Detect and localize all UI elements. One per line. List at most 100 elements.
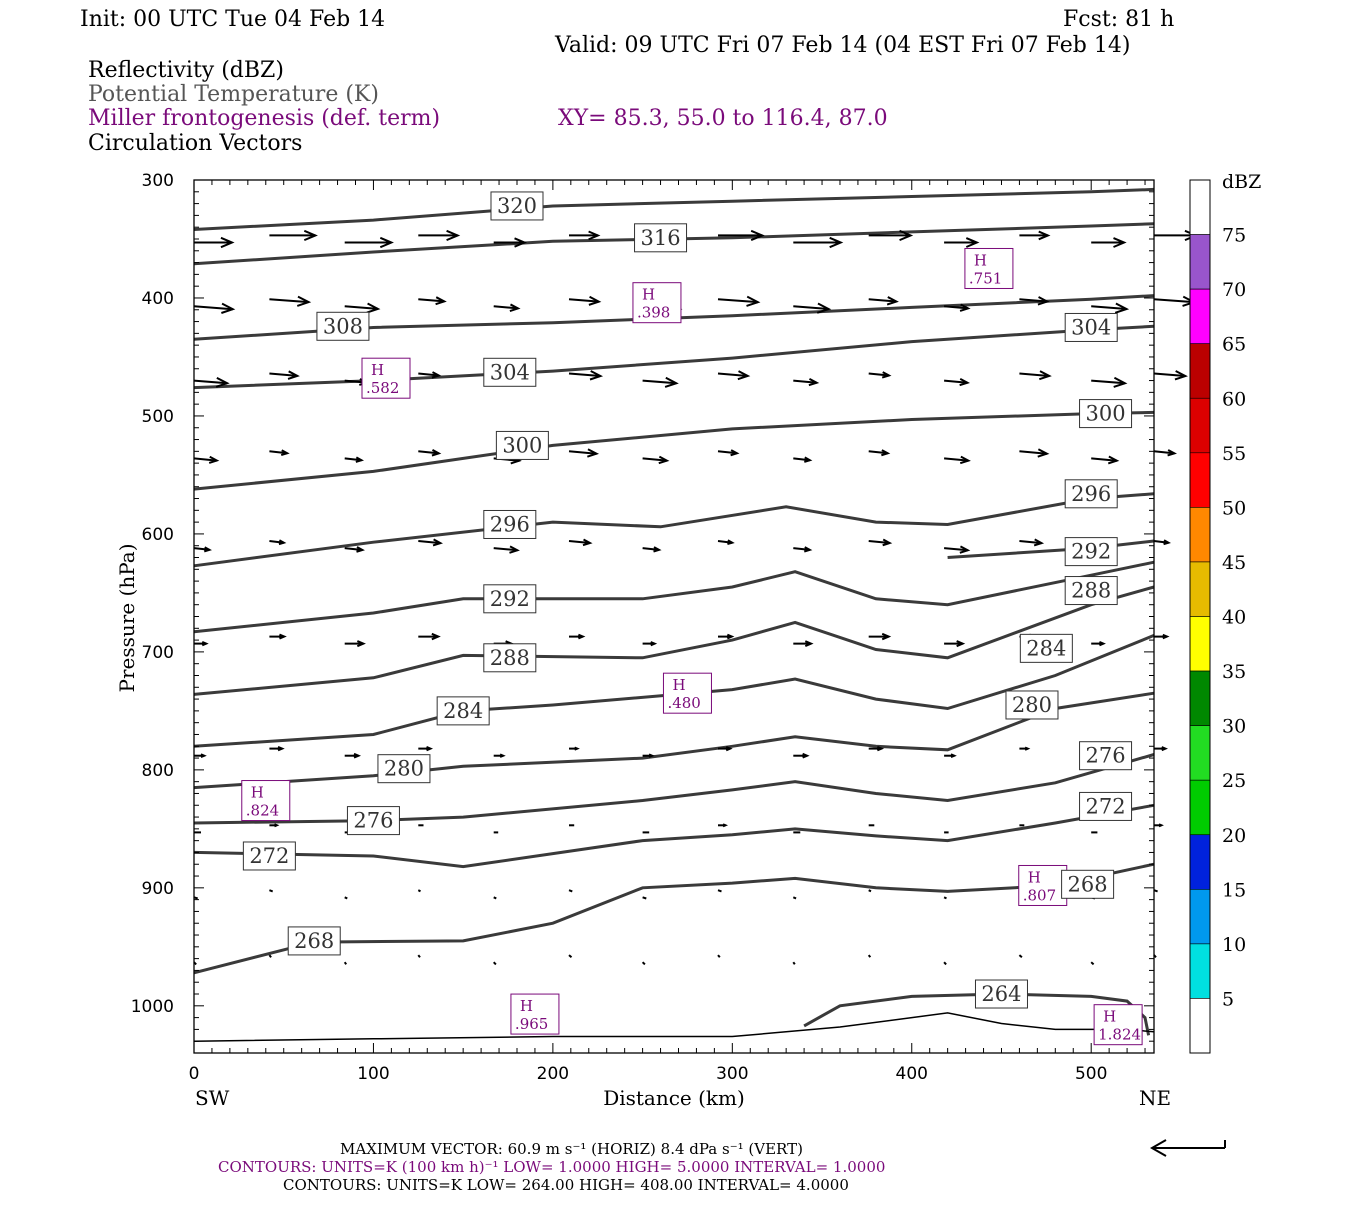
vector-arrow [717,539,735,546]
svg-text:.965: .965 [515,1015,548,1033]
vector-arrow [569,230,601,241]
fronto-max-2: H.582 [361,357,411,399]
y-tick-label: 500 [142,407,174,427]
fronto-max-0: H.751 [964,247,1014,289]
svg-text:292: 292 [1071,540,1111,564]
svg-text:320: 320 [497,194,537,218]
svg-text:268: 268 [1068,872,1108,896]
vector-arrow [868,632,892,641]
fronto-max-6: H.965 [510,993,560,1035]
colorbar-label: 70 [1222,279,1246,301]
svg-text:280: 280 [384,757,424,781]
svg-text:296: 296 [490,512,530,536]
vector-arrow [269,539,287,546]
vector-arrow [642,376,679,388]
vector-arrow [193,455,220,464]
vector-arrow [943,896,947,900]
vector-arrow [418,449,442,457]
vector-arrow [792,896,797,900]
vector-arrow [418,746,434,752]
theta-label-284-13: 284 [436,696,490,726]
vector-arrow [418,538,443,547]
theta-label-272-19: 272 [242,841,296,871]
max-vector-note: MAXIMUM VECTOR: 60.9 m s⁻¹ (HORIZ) 8.4 d… [340,1140,803,1158]
vector-arrow [717,449,740,457]
vector-arrow [568,954,573,959]
vector-arrow [944,455,971,465]
svg-text:280: 280 [1012,693,1052,717]
vector-arrow [1153,539,1171,546]
vector-arrow [1153,295,1197,307]
colorbar-label: 40 [1222,607,1246,629]
x-axis-title: Distance (km) [603,1086,745,1110]
vector-arrow [568,889,573,893]
reference-vector [1149,1139,1226,1157]
theta-contour-284-13 [193,634,1155,748]
vector-arrow [193,302,236,314]
vector-arrow [269,633,287,640]
vector-arrow [343,961,348,965]
svg-text:300: 300 [502,433,542,457]
colorbar-swatch [1189,179,1211,235]
theta-label-304-3: 304 [1064,312,1118,342]
vector-arrow [194,236,235,249]
vector-arrow [944,303,971,312]
colorbar-swatch [1189,397,1211,454]
theta-contour-308-2 [193,294,1155,341]
theta-label-264-23: 264 [974,979,1028,1009]
vector-arrow [793,377,820,387]
theta-label-320-0: 320 [490,191,544,221]
reflectivity-colorbar: 5 10 15 20 25 30 35 40 45 50 55 60 65 70 75 [1189,179,1246,1054]
svg-text:H: H [520,997,533,1015]
theta-label-268-22: 268 [1061,869,1115,899]
colorbar-label: 5 [1222,988,1234,1010]
vector-arrow [193,376,230,388]
vector-arrow [194,641,209,647]
y-tick-label: 700 [142,643,174,663]
vector-arrow [944,377,970,387]
vector-arrow [493,303,521,312]
fronto-max-3: H.480 [662,672,712,714]
svg-text:.582: .582 [366,379,399,397]
theta-contour-292-9 [193,560,1155,634]
svg-text:H: H [974,251,987,269]
theta-contour-292-10 [947,539,1155,559]
svg-text:304: 304 [490,360,530,384]
vector-arrow [1154,746,1168,752]
theta-contour-note: CONTOURS: UNITS=K LOW= 264.00 HIGH= 408.… [283,1176,849,1194]
theta-label-288-11: 288 [483,643,537,673]
theta-label-272-20: 272 [1079,791,1133,821]
svg-text:272: 272 [1086,794,1126,818]
vector-arrow [1153,370,1188,381]
vector-arrow [718,823,729,828]
x-tick-label: 400 [896,1064,928,1084]
vector-arrow [717,954,721,958]
y-tick-label: 900 [142,879,174,899]
vector-arrow [568,370,604,381]
vector-arrow [867,954,872,958]
theta-label-288-12: 288 [1064,576,1118,606]
vector-arrow [268,954,272,958]
svg-text:288: 288 [1071,579,1111,603]
vector-arrow [1091,237,1127,248]
vector-arrow [569,746,580,751]
vector-arrow [493,896,497,900]
vector-arrow [717,295,761,307]
colorbar-label: 30 [1222,716,1246,738]
vector-arrow [868,296,899,306]
svg-text:268: 268 [294,929,334,953]
vector-arrow [1019,370,1052,381]
y-tick-label: 300 [142,171,174,191]
x-tick-label: 300 [716,1064,748,1084]
vector-arrow [493,753,506,758]
colorbar-label: 55 [1222,443,1246,465]
theta-label-296-8: 296 [1064,479,1118,509]
vector-arrow [868,889,872,893]
svg-text:H: H [672,676,685,694]
svg-text:H: H [642,286,655,304]
vector-arrow [1018,954,1023,959]
vector-arrow [868,371,892,379]
x-tick-label: 500 [1075,1064,1107,1084]
colorbar-swatch [1189,343,1211,399]
